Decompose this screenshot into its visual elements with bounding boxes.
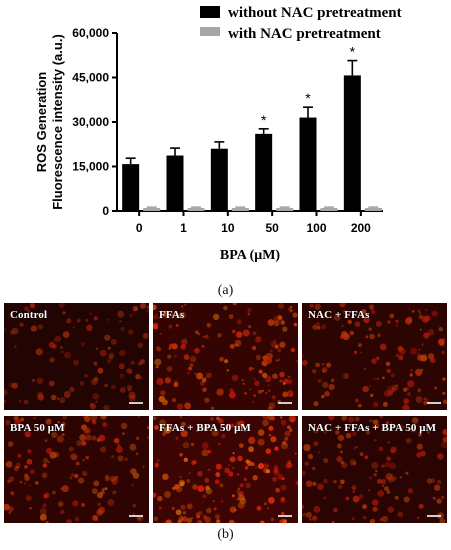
fluorescence-image <box>153 416 298 523</box>
scale-bar <box>129 515 143 517</box>
fluorescence-image <box>4 416 149 523</box>
micrograph-grid: Control FFAs NAC + FFAs BPA 50 μM FFAs + BPA… <box>4 303 447 523</box>
bar-with-nac <box>187 208 205 211</box>
micrograph-label: FFAs + BPA 50 μM <box>159 422 251 434</box>
micrograph-panel: Control <box>4 303 149 410</box>
scale-bar <box>278 402 292 404</box>
x-tick-label: 1 <box>180 221 187 235</box>
micrograph-panel: NAC + FFAs + BPA 50 μM <box>302 416 447 523</box>
legend-label: with NAC pretreatment <box>228 26 381 42</box>
bar-with-nac <box>364 208 382 211</box>
bar-with-nac <box>276 208 294 211</box>
y-tick-label: 0 <box>102 204 109 218</box>
micrograph-panel: NAC + FFAs <box>302 303 447 410</box>
fluorescence-image <box>153 303 298 410</box>
x-tick-label: 50 <box>265 221 279 235</box>
y-tick-label: 45,000 <box>72 71 109 85</box>
significance-marker: * <box>261 112 267 128</box>
fluorescence-image <box>302 303 447 410</box>
y-tick-label: 60,000 <box>72 26 109 40</box>
fluorescence-image <box>4 303 149 410</box>
x-tick-label: 10 <box>221 221 235 235</box>
legend-swatch <box>200 6 220 18</box>
micrograph-panel: BPA 50 μM <box>4 416 149 523</box>
x-tick-label: 100 <box>306 221 326 235</box>
bar-without-nac <box>255 133 273 211</box>
micrograph-label: Control <box>10 309 48 321</box>
bar-without-nac <box>122 164 140 211</box>
bar-with-nac <box>320 208 338 211</box>
micrograph-panel: FFAs + BPA 50 μM <box>153 416 298 523</box>
micrograph-panel: FFAs <box>153 303 298 410</box>
bar-chart: 0 15,000 30,000 45,000 60,000 ROS Generation F… <box>34 5 402 263</box>
y-axis-label-line1: ROS Generation <box>34 72 49 172</box>
bar-without-nac <box>210 148 228 211</box>
bar-without-nac <box>299 117 317 211</box>
scale-bar <box>427 402 441 404</box>
x-axis-label: BPA (μM) <box>220 248 281 263</box>
micrograph-label: FFAs <box>159 309 185 321</box>
significance-marker: * <box>350 44 356 60</box>
legend-swatch <box>200 27 220 36</box>
y-tick-label: 15,000 <box>72 160 109 174</box>
micrograph-label: NAC + FFAs <box>308 309 370 321</box>
bar-without-nac <box>343 75 361 211</box>
x-tick-label: 200 <box>351 221 371 235</box>
micrograph-label: NAC + FFAs + BPA 50 μM <box>308 422 437 434</box>
micrograph-label: BPA 50 μM <box>10 422 65 434</box>
bar-without-nac <box>166 155 184 211</box>
scale-bar <box>278 515 292 517</box>
scale-bar <box>427 515 441 517</box>
y-tick-label: 30,000 <box>72 115 109 129</box>
bar-with-nac <box>231 208 249 211</box>
fluorescence-image <box>302 416 447 523</box>
panel-label-b: (b) <box>217 527 234 542</box>
scale-bar <box>129 402 143 404</box>
legend-label: without NAC pretreatment <box>228 5 402 21</box>
significance-marker: * <box>305 90 311 106</box>
panel-label-a: (a) <box>217 283 234 298</box>
x-tick-label: 0 <box>136 221 143 235</box>
y-axis-label-line2: Fluorescence intensity (a.u.) <box>50 34 65 210</box>
bar-with-nac <box>143 208 161 211</box>
